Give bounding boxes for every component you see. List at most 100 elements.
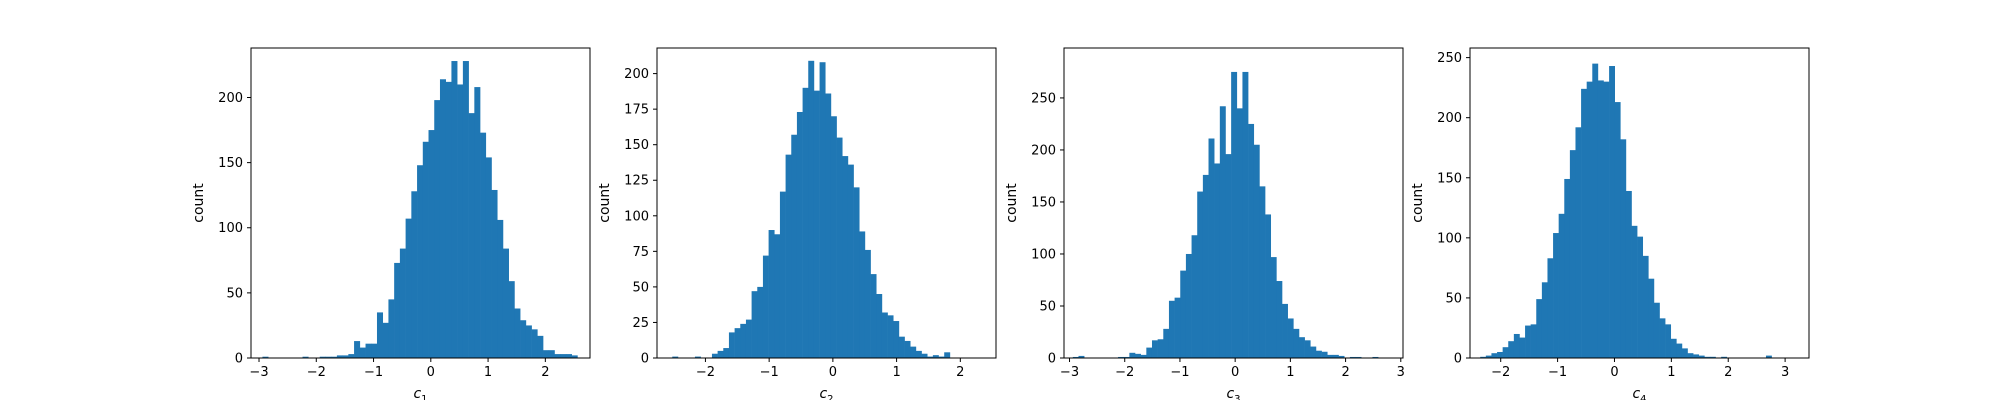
histogram-bar: [881, 312, 888, 358]
y-tick-label: 100: [1437, 231, 1462, 246]
y-tick-label: 50: [632, 280, 649, 295]
histogram-bar: [1214, 163, 1221, 358]
histogram-bar: [325, 356, 332, 358]
histogram-bar: [480, 132, 487, 358]
histogram-bar: [1670, 338, 1677, 358]
histogram-bar: [1157, 339, 1164, 358]
histogram-bar: [1191, 235, 1198, 358]
histogram-bar: [1547, 258, 1554, 358]
histogram-bar: [1349, 356, 1356, 358]
x-tick-label: −1: [760, 365, 779, 380]
x-tick-label: 2: [1724, 365, 1732, 380]
histogram-bar: [745, 319, 752, 358]
histogram-bar: [445, 81, 452, 359]
histogram-bar: [1609, 66, 1615, 359]
histogram-bar: [672, 356, 679, 358]
histogram-panel-3: −3 −2 −1 0 1 2 3 0 50 100 150 200 250 c3 count: [1004, 47, 1405, 400]
histogram-bar: [768, 230, 775, 358]
histogram-bar: [825, 93, 832, 358]
histogram-bar: [520, 320, 527, 358]
histogram-bar: [791, 134, 798, 358]
histogram-bar: [1202, 174, 1209, 358]
histogram-bar: [1592, 63, 1599, 359]
histogram-bar: [1129, 352, 1136, 358]
y-tick-label: 200: [624, 67, 649, 82]
histogram-bar: [354, 341, 361, 358]
histogram-bar: [1625, 190, 1632, 358]
y-axis-label: count: [1004, 183, 1020, 223]
bars: [1072, 71, 1379, 359]
histogram-bar: [508, 281, 515, 358]
x-tick-label: −1: [1170, 365, 1189, 380]
histogram-bar: [376, 312, 384, 358]
histogram-bar: [1259, 186, 1266, 358]
histogram-bar: [847, 164, 854, 358]
histogram-bar: [1553, 233, 1559, 358]
histogram-bar: [1508, 341, 1515, 358]
histogram-bar: [711, 353, 718, 358]
histogram-bar: [394, 262, 401, 358]
histogram-bar: [1225, 154, 1232, 358]
histogram-bar: [1564, 178, 1571, 358]
histogram-bar: [1168, 300, 1175, 358]
histogram-bar: [405, 218, 412, 358]
y-tick-label: 175: [624, 103, 649, 118]
x-tick-label: 0: [1231, 365, 1239, 380]
y-tick-label: 150: [1437, 171, 1462, 186]
histogram-bar: [1519, 337, 1526, 358]
histogram-bar: [774, 234, 781, 358]
x-tick-label: −1: [1548, 365, 1567, 380]
histogram-bar: [439, 79, 446, 358]
histogram-bar: [502, 248, 509, 358]
histogram-bar: [1293, 328, 1300, 358]
histogram-bar: [870, 274, 877, 358]
histogram-bar: [1310, 346, 1317, 358]
histogram-bar: [904, 340, 911, 358]
histogram-bar: [938, 356, 945, 358]
histogram-bar: [1709, 356, 1716, 358]
histogram-bar: [813, 90, 820, 358]
histogram-bar: [1687, 353, 1694, 358]
histogram-bar: [1513, 333, 1520, 358]
y-tick-label: 0: [1048, 352, 1056, 367]
bars: [672, 60, 951, 359]
x-tick-label: 0: [1610, 365, 1618, 380]
histogram-bar: [751, 291, 758, 358]
histogram-bar: [371, 343, 378, 358]
histogram-bar: [836, 137, 843, 358]
histogram-bar: [1208, 138, 1215, 358]
histogram-bar: [1298, 337, 1305, 358]
histogram-panel-4: −2 −1 0 1 2 3 0 50 100 150 200 250 c4 count: [1410, 47, 1810, 400]
histogram-bar: [554, 354, 561, 358]
y-tick-label: 75: [632, 245, 649, 260]
histogram-bar: [336, 355, 343, 358]
histogram-bar: [1355, 356, 1362, 358]
histogram-bar: [1236, 108, 1243, 358]
histogram-bar: [1541, 282, 1548, 358]
histogram-bar: [1614, 102, 1621, 358]
histogram-bar: [1676, 343, 1683, 358]
histogram-bar: [1140, 354, 1147, 358]
histogram-bar: [543, 350, 550, 358]
histogram-bar: [1338, 355, 1345, 358]
histogram-bar: [342, 355, 349, 358]
histogram-bar: [1597, 80, 1604, 358]
histogram-bar: [1698, 355, 1705, 358]
histogram-bar: [1151, 340, 1158, 358]
x-axis-label: c3: [1226, 386, 1240, 400]
bars: [262, 61, 578, 359]
x-axis-label: c2: [819, 386, 833, 400]
x-tick-label: 2: [541, 365, 549, 380]
histogram-bar: [525, 325, 532, 358]
y-tick-label: 25: [632, 316, 649, 331]
y-tick-label: 200: [1437, 111, 1462, 126]
histogram-bar: [1270, 257, 1277, 358]
histogram-bar: [1681, 348, 1688, 358]
histogram-bar: [1287, 318, 1294, 358]
histogram-bar: [915, 350, 922, 358]
x-tick-label: 1: [1667, 365, 1675, 380]
histogram-bar: [717, 350, 724, 358]
histogram-bar: [830, 116, 837, 358]
histogram-bar: [1497, 351, 1503, 358]
